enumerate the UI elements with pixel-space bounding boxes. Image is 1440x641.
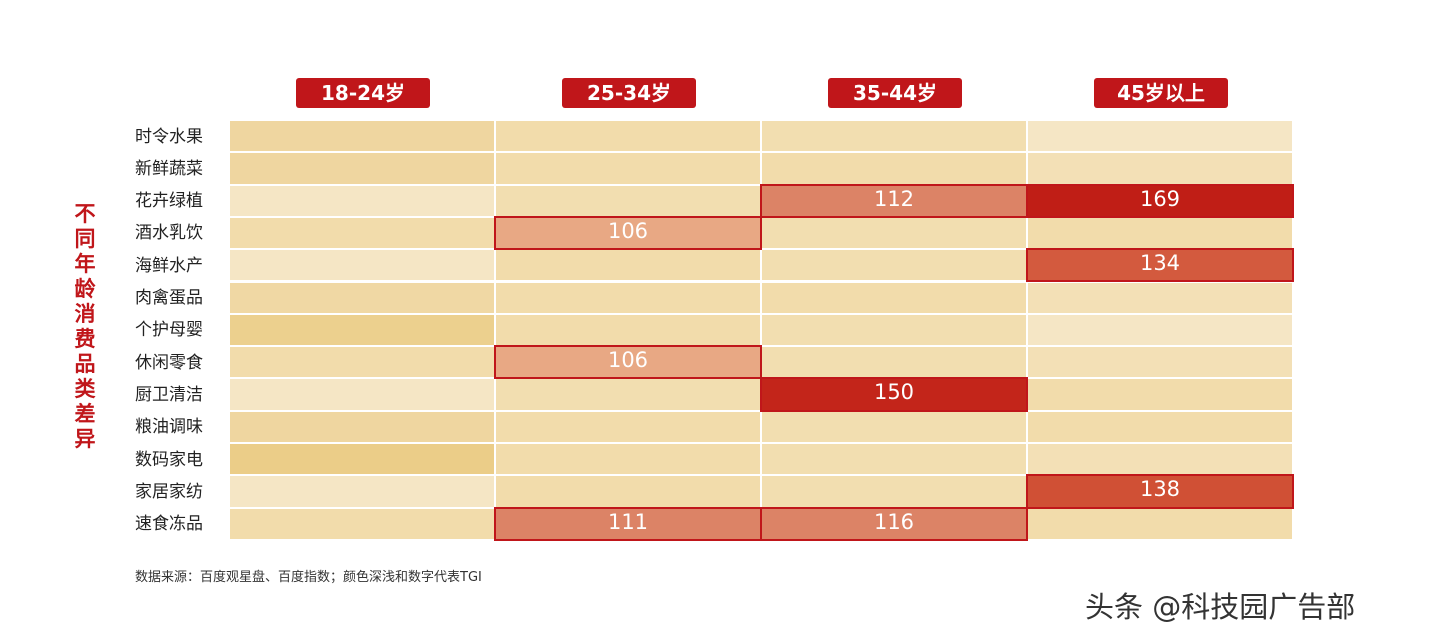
watermark: 头条 @科技园广告部 [1085,590,1356,624]
heatmap-cell [1028,347,1292,378]
heatmap-cell [762,411,1026,442]
column-header: 18-24岁 [296,78,430,108]
heatmap-cell [1028,314,1292,346]
column-header: 45岁以上 [1094,78,1228,108]
heatmap-cell [1028,153,1292,184]
row-label: 时令水果 [135,126,203,147]
heatmap-cell [230,217,494,249]
heatmap-cell [1028,121,1292,152]
heatmap-cell [762,282,1026,313]
heatmap-cell: 106 [494,215,762,251]
heatmap-cell [496,153,760,184]
heatmap-cell [496,185,760,216]
heatmap-cell [496,250,760,281]
heatmap-cell [1028,217,1292,249]
heatmap-cell [1028,282,1292,313]
heatmap-cell [496,411,760,442]
y-axis-title: 不同年龄消费品类差异 [74,202,96,451]
heatmap-cell: 150 [760,377,1028,412]
row-label: 速食冻品 [135,514,203,535]
row-label: 粮油调味 [135,417,203,438]
source-note: 数据来源：百度观星盘、百度指数；颜色深浅和数字代表TGI [135,570,482,585]
heatmap-cell [496,444,760,475]
heatmap-cell [230,314,494,346]
heatmap-cell: 111 [494,506,762,541]
heatmap-cell [1028,379,1292,410]
heatmap-cell: 134 [1026,248,1294,283]
heatmap-cell [762,444,1026,475]
row-label: 酒水乳饮 [135,223,203,244]
heatmap-cell: 112 [760,183,1028,218]
column-header: 25-34岁 [562,78,696,108]
heatmap-cell [230,411,494,442]
heatmap-cell [230,508,494,539]
heatmap-cell [230,379,494,410]
column-header: 35-44岁 [828,78,962,108]
heatmap-cell [496,121,760,152]
heatmap-cell: 138 [1026,474,1294,509]
heatmap-cell [230,250,494,281]
heatmap-cell [1028,411,1292,442]
row-label: 个护母婴 [135,320,203,341]
heatmap-cell: 106 [494,345,762,380]
heatmap-cell [496,476,760,507]
heatmap-cell [762,476,1026,507]
heatmap-cell [762,121,1026,152]
heatmap-cell [230,444,494,475]
row-label: 花卉绿植 [135,191,203,212]
heatmap-cell [1028,508,1292,539]
heatmap-cell [496,379,760,410]
heatmap-cell [1028,444,1292,475]
row-label: 肉禽蛋品 [135,288,203,308]
heatmap-cell [496,314,760,346]
heatmap-cell [496,282,760,313]
heatmap-cell [762,347,1026,378]
row-label: 厨卫清洁 [135,384,203,405]
heatmap-cell [762,217,1026,249]
heatmap-cell [762,153,1026,184]
heatmap-cell [230,185,494,216]
row-label: 新鲜蔬菜 [135,158,203,179]
heatmap-cell [230,347,494,378]
heatmap-cell [762,314,1026,346]
row-label: 海鲜水产 [135,255,203,276]
heatmap-cell: 116 [760,506,1028,541]
heatmap-cell [230,282,494,313]
heatmap-cell: 169 [1026,183,1294,218]
row-label: 数码家电 [135,449,203,470]
row-label: 家居家纺 [135,481,203,502]
heatmap-cell [230,476,494,507]
heatmap-cell [230,121,494,152]
row-label: 休闲零食 [135,352,203,373]
heatmap-cell [230,153,494,184]
heatmap-cell [762,250,1026,281]
